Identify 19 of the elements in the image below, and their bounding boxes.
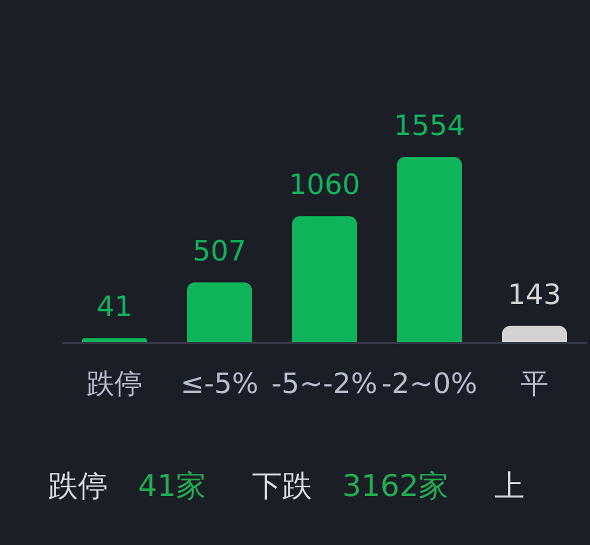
text: 下跌 xyxy=(252,468,312,506)
x-tick-label: -2~0% xyxy=(382,366,478,400)
data-label: 1060 xyxy=(288,168,360,202)
data-label: 143 xyxy=(508,278,562,311)
data-label: 41 xyxy=(96,290,132,324)
data-label: 1554 xyxy=(394,109,466,142)
data-label: 507 xyxy=(192,234,246,268)
text: 跌停 xyxy=(48,468,108,506)
text: 3162家 xyxy=(342,468,449,506)
bar xyxy=(292,216,357,343)
x-tick-label: -5~-2% xyxy=(272,366,378,400)
x-tick-label: ≤-5% xyxy=(180,366,258,400)
bar xyxy=(397,157,462,343)
x-tick-label: 平 xyxy=(520,366,548,400)
x-tick-label: 跌停 xyxy=(86,366,142,400)
text: 41家 xyxy=(138,468,206,506)
bar xyxy=(187,282,252,343)
bar xyxy=(502,326,567,343)
text: 上 xyxy=(494,468,525,506)
